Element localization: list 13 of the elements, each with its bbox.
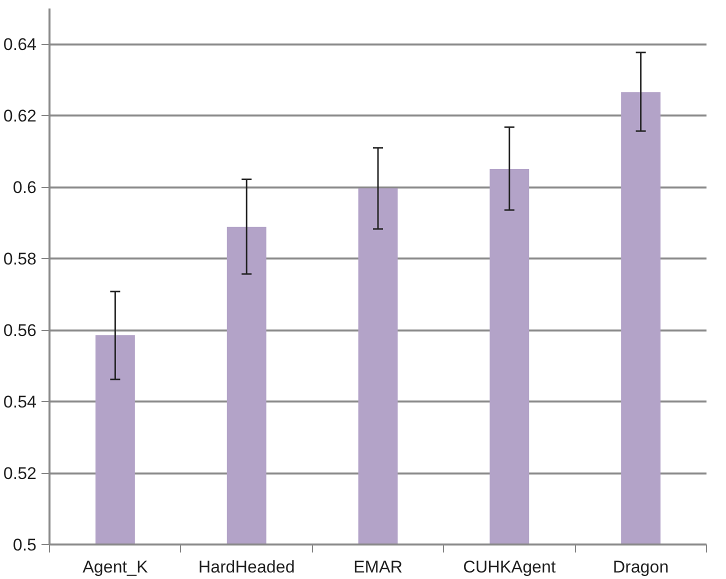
x-tick-label: Dragon (612, 558, 669, 576)
y-tick-label: 0.64 (3, 35, 37, 54)
x-tick-label: HardHeaded (198, 558, 295, 576)
y-tick-label: 0.52 (3, 464, 37, 484)
y-tick-label: 0.56 (3, 321, 37, 340)
y-tick-label: 0.6 (12, 178, 37, 198)
x-tick-label: EMAR (353, 558, 403, 576)
x-tick-label: Agent_K (82, 558, 148, 576)
y-tick-label: 0.54 (3, 392, 37, 412)
y-tick-label: 0.62 (3, 106, 37, 126)
y-tick-label: 0.58 (3, 250, 37, 269)
y-tick-label: 0.5 (12, 536, 37, 554)
x-tick-label: CUHKAgent (463, 558, 556, 576)
